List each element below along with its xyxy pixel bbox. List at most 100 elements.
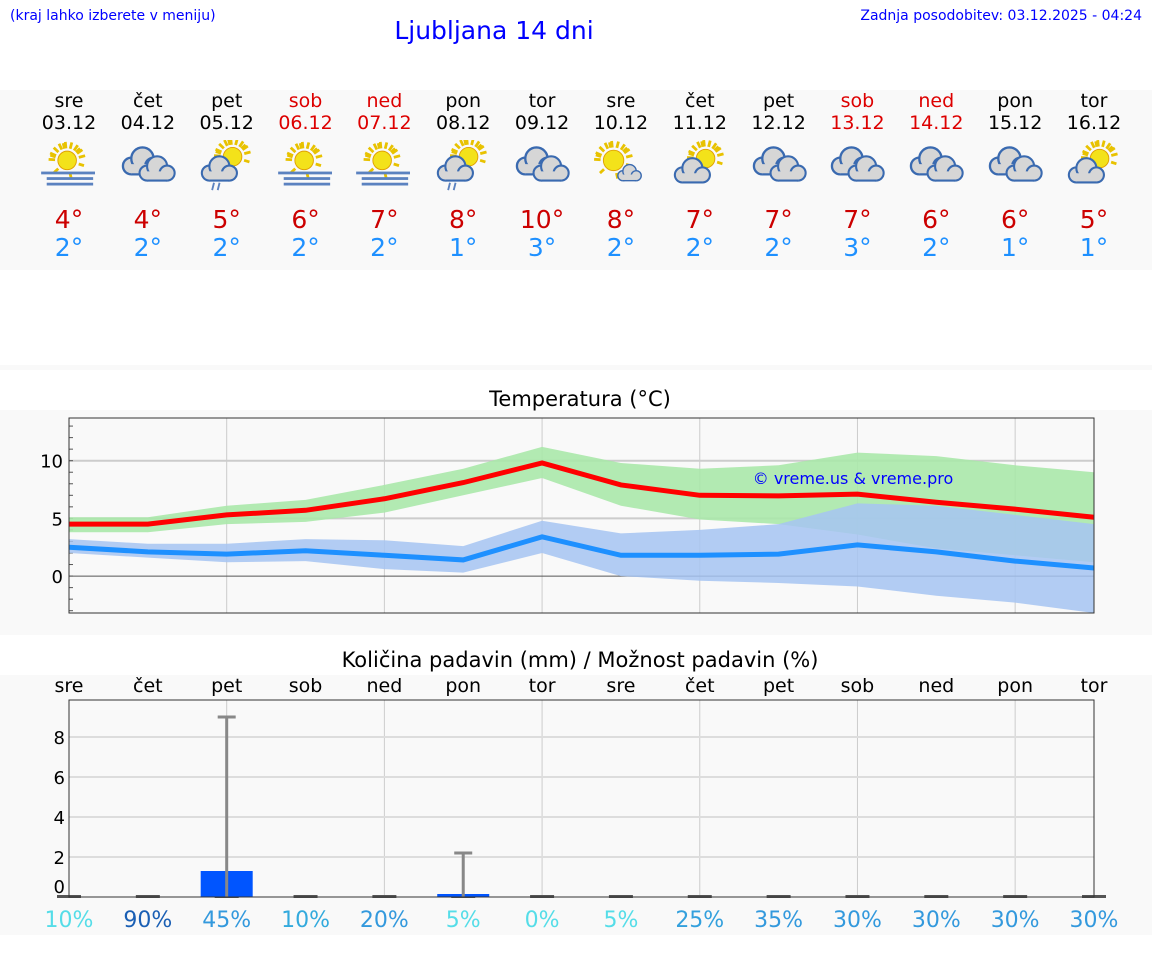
day-date: 11.12	[672, 112, 727, 134]
day-column: tor 09.12 10° 3°	[503, 90, 581, 262]
day-date: 14.12	[909, 112, 964, 134]
last-updated: Zadnja posodobitev: 03.12.2025 - 04:24	[860, 8, 1142, 24]
y-tick-label: 4	[54, 808, 65, 829]
sun-small-cloud-icon	[593, 140, 642, 182]
x-day-label: pet	[763, 675, 794, 697]
min-temp: 2°	[133, 233, 163, 262]
sun-fog-icon	[41, 141, 95, 186]
cloudy-icon	[910, 146, 964, 182]
page-title: Ljubljana 14 dni	[394, 16, 594, 45]
day-column: ned 07.12 7° 2°	[345, 90, 423, 262]
day-date: 08.12	[436, 112, 491, 134]
precip-probability: 90%	[123, 908, 172, 933]
y-tick-label: 8	[54, 728, 65, 749]
x-day-label: sob	[289, 675, 323, 697]
min-temp: 2°	[685, 233, 714, 262]
cloudy-icon	[831, 146, 886, 182]
x-day-label: pet	[211, 675, 242, 697]
day-name: pon	[997, 90, 1033, 112]
min-temp: 2°	[54, 233, 84, 262]
max-temp: 5°	[212, 205, 241, 234]
day-name: tor	[528, 90, 556, 112]
max-temp-band	[69, 446, 1094, 563]
max-temp: 5°	[1079, 205, 1109, 234]
day-date: 13.12	[830, 112, 885, 134]
x-day-label: pon	[997, 675, 1033, 697]
max-temp: 4°	[133, 205, 163, 234]
x-day-label: ned	[918, 675, 954, 697]
divider	[0, 365, 1152, 370]
day-name: ned	[366, 90, 403, 112]
y-tick-label: 6	[54, 768, 65, 789]
day-name: pet	[211, 90, 243, 112]
x-day-label: sob	[841, 675, 875, 697]
precip-probability: 35%	[754, 908, 803, 933]
day-date: 16.12	[1066, 112, 1122, 134]
day-column: čet 04.12 4° 2°	[109, 90, 187, 262]
max-temp: 10°	[519, 205, 565, 234]
sun-cloud-icon	[1067, 140, 1118, 184]
min-temp: 2°	[370, 233, 399, 262]
precip-probability: 0%	[525, 908, 560, 933]
day-name: čet	[684, 90, 715, 112]
max-temp: 6°	[922, 205, 951, 234]
day-name: sob	[840, 90, 875, 112]
min-temp: 2°	[212, 233, 241, 262]
day-date: 12.12	[751, 112, 806, 134]
y-tick-label: 2	[54, 848, 65, 869]
max-temp: 7°	[843, 205, 872, 234]
day-name: sre	[54, 90, 84, 112]
sun-cloud-rain-icon	[437, 140, 488, 191]
min-temp: 1°	[1079, 233, 1109, 262]
day-name: čet	[133, 90, 163, 112]
min-temp: 2°	[922, 233, 951, 262]
min-temp: 3°	[843, 233, 872, 262]
precip-probability: 5%	[603, 908, 638, 933]
day-column: pon 08.12 8° 1°	[424, 90, 502, 262]
precip-probability: 30%	[991, 908, 1040, 933]
cloudy-icon	[515, 146, 570, 182]
max-temp: 4°	[54, 205, 84, 234]
day-date: 05.12	[199, 112, 254, 134]
precip-probability: 30%	[912, 908, 961, 933]
day-date: 06.12	[278, 112, 333, 134]
y-tick-label: 0	[52, 567, 63, 588]
precip-probability: 30%	[1070, 908, 1119, 933]
precip-probability: 10%	[45, 908, 94, 933]
min-temp: 1°	[449, 233, 478, 262]
day-date: 15.12	[987, 112, 1043, 134]
day-column: ned 14.12 6° 2°	[897, 90, 975, 262]
day-column: tor 16.12 5° 1°	[1055, 90, 1133, 262]
min-temp: 1°	[1000, 233, 1030, 262]
day-name: sre	[606, 90, 636, 112]
max-temp: 7°	[685, 205, 714, 234]
day-name: ned	[918, 90, 955, 112]
plot-frame	[68, 699, 1095, 898]
y-tick-label: 0	[54, 877, 65, 898]
precipitation-chart: 0 2 4 6 8 sre 10% čet 90% pet 45% sob 10% ned 20% pon 5%…	[45, 675, 1119, 933]
y-tick-label: 5	[52, 509, 63, 530]
day-column: sre 03.12 4° 2°	[30, 90, 108, 262]
day-column: pet 05.12 5° 2°	[188, 90, 266, 262]
precip-probability: 10%	[281, 908, 330, 933]
temperature-chart-title: Temperatura (°C)	[489, 387, 671, 411]
precip-probability: 20%	[360, 908, 409, 933]
watermark: © vreme.us & vreme.pro	[753, 469, 954, 488]
location-hint: (kraj lahko izberete v meniju)	[10, 8, 216, 24]
day-name: pet	[763, 90, 795, 112]
x-day-label: pon	[445, 675, 481, 697]
day-column: sob 13.12 7° 3°	[818, 90, 896, 262]
x-day-label: tor	[529, 675, 556, 697]
day-date: 03.12	[41, 112, 97, 134]
x-day-label: čet	[133, 675, 163, 697]
max-temp: 8°	[606, 205, 636, 234]
max-temp: 7°	[370, 205, 399, 234]
sun-cloud-rain-icon	[200, 140, 251, 191]
day-name: pon	[445, 90, 482, 112]
precip-probability: 45%	[202, 908, 251, 933]
x-day-label: čet	[685, 675, 715, 697]
min-temp: 3°	[527, 233, 557, 262]
min-temp: 2°	[606, 233, 636, 262]
cloudy-icon	[988, 146, 1043, 182]
day-date: 07.12	[357, 112, 412, 134]
